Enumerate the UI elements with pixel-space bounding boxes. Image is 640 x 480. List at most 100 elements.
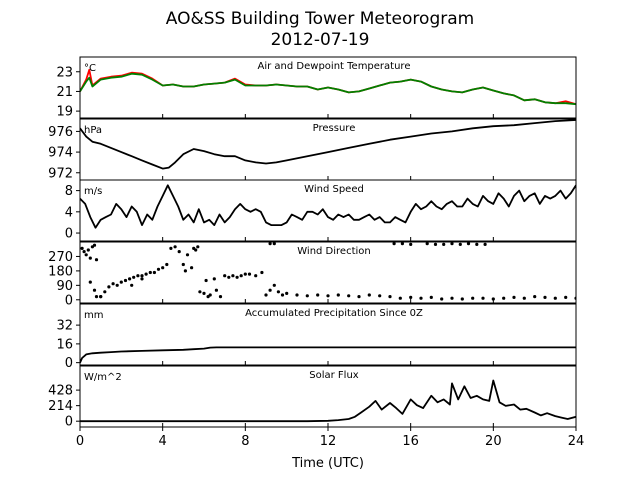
wind-direction-point <box>272 242 276 246</box>
wind-direction-point <box>198 290 202 294</box>
y-tick-label: 180 <box>48 264 73 279</box>
panel-unit-label: °C <box>84 63 96 74</box>
wind-direction-point <box>80 246 84 250</box>
y-tick-label: 0 <box>65 415 73 430</box>
wind-direction-point <box>272 283 276 287</box>
wind-direction-point <box>316 293 320 297</box>
wind-direction-point <box>247 272 252 276</box>
wind-direction-point <box>88 280 92 284</box>
wind-direction-point <box>152 270 156 275</box>
wind-direction-point <box>483 242 487 246</box>
series-line-1 <box>80 379 576 423</box>
series-line-1 <box>80 119 576 170</box>
wind-direction-point <box>450 242 454 246</box>
y-tick-label: 270 <box>48 250 73 265</box>
wind-direction-point <box>440 297 444 301</box>
wind-direction-point <box>169 246 173 250</box>
wind-direction-point <box>140 277 144 281</box>
wind-direction-point <box>276 290 280 294</box>
wind-direction-point <box>442 242 446 246</box>
wind-direction-point <box>458 242 462 246</box>
wind-direction-point <box>128 277 132 281</box>
x-tick-label: 20 <box>485 434 502 449</box>
wind-direction-point <box>466 242 471 246</box>
wind-direction-point <box>378 294 382 298</box>
wind-direction-point <box>84 253 88 257</box>
panel-1-plot <box>80 68 576 106</box>
wind-direction-point <box>130 283 134 287</box>
wind-direction-point <box>502 296 506 300</box>
wind-direction-point <box>564 295 568 299</box>
y-tick-label: 19 <box>56 105 73 120</box>
wind-direction-point <box>268 288 272 292</box>
wind-direction-point <box>123 278 128 283</box>
wind-direction-point <box>88 256 92 260</box>
panel-title: Wind Speed <box>304 184 364 195</box>
x-axis: 0 4 8 12 16 20 24 <box>76 427 584 449</box>
panel-5-plot <box>80 346 576 364</box>
y-tick-label: 90 <box>56 279 73 294</box>
wind-direction-point <box>212 277 216 281</box>
panels-group: 19 21 23 °C Air and Dewpoint Temperature 972 9… <box>48 56 577 430</box>
wind-direction-point <box>305 294 309 298</box>
wind-direction-point <box>111 282 115 286</box>
wind-direction-point <box>254 274 258 278</box>
y-tick-label: 4 <box>65 205 73 220</box>
wind-direction-point <box>450 296 454 300</box>
wind-direction-point <box>264 293 268 297</box>
wind-direction-point <box>190 266 194 270</box>
panel-3: 0 4 8 m/s Wind Speed <box>65 179 577 242</box>
wind-direction-point <box>92 243 97 247</box>
panel-unit-label: W/m^2 <box>84 372 122 383</box>
wind-direction-point <box>475 242 479 246</box>
x-axis-label: Time (UTC) <box>291 456 364 471</box>
wind-direction-point <box>156 267 161 271</box>
wind-direction-point <box>471 296 475 300</box>
wind-direction-point <box>132 275 136 279</box>
wind-direction-point <box>409 295 413 299</box>
x-tick-label: 8 <box>241 434 249 449</box>
figure-title: AO&SS Building Tower Meteorogram <box>166 9 474 29</box>
y-tick-label: 16 <box>56 337 73 352</box>
y-tick-label: 0 <box>65 356 73 371</box>
y-tick-label: 0 <box>65 227 73 242</box>
wind-direction-point <box>533 295 537 299</box>
panel-1: 19 21 23 °C Air and Dewpoint Temperature <box>56 56 577 120</box>
wind-direction-point <box>92 288 97 292</box>
wind-direction-point <box>181 262 185 267</box>
x-tick-label: 12 <box>320 434 337 449</box>
wind-direction-point <box>409 242 413 246</box>
panel-title: Accumulated Precipitation Since 0Z <box>245 308 423 319</box>
panel-title: Air and Dewpoint Temperature <box>258 61 411 72</box>
panel-4-plot <box>80 242 576 301</box>
wind-direction-point <box>202 291 206 295</box>
wind-direction-point <box>161 266 165 270</box>
wind-direction-point <box>144 272 148 276</box>
wind-direction-point <box>227 275 231 279</box>
wind-direction-point <box>214 288 218 292</box>
panel-3-plot <box>80 184 576 229</box>
panel-title: Pressure <box>313 123 356 134</box>
y-tick-label: 214 <box>48 399 73 414</box>
panel-unit-label: m/s <box>84 186 102 197</box>
x-tick-label: 24 <box>568 434 585 449</box>
wind-direction-point <box>295 293 299 297</box>
wind-direction-point <box>99 295 103 299</box>
wind-direction-point <box>196 245 200 249</box>
wind-direction-point <box>136 274 140 278</box>
wind-direction-point <box>512 295 516 299</box>
panel-5: 0 16 32 mm Accumulated Precipitation Since 0… <box>56 303 577 371</box>
wind-direction-point <box>260 270 264 275</box>
wind-direction-point <box>326 294 330 298</box>
y-tick-label: 32 <box>56 319 73 334</box>
wind-direction-point <box>148 270 152 275</box>
wind-direction-point <box>522 296 526 300</box>
y-tick-label: 8 <box>65 184 73 199</box>
wind-direction-point <box>173 245 177 249</box>
wind-direction-point <box>231 274 235 278</box>
wind-direction-point <box>285 291 289 295</box>
wind-direction-point <box>119 280 123 284</box>
